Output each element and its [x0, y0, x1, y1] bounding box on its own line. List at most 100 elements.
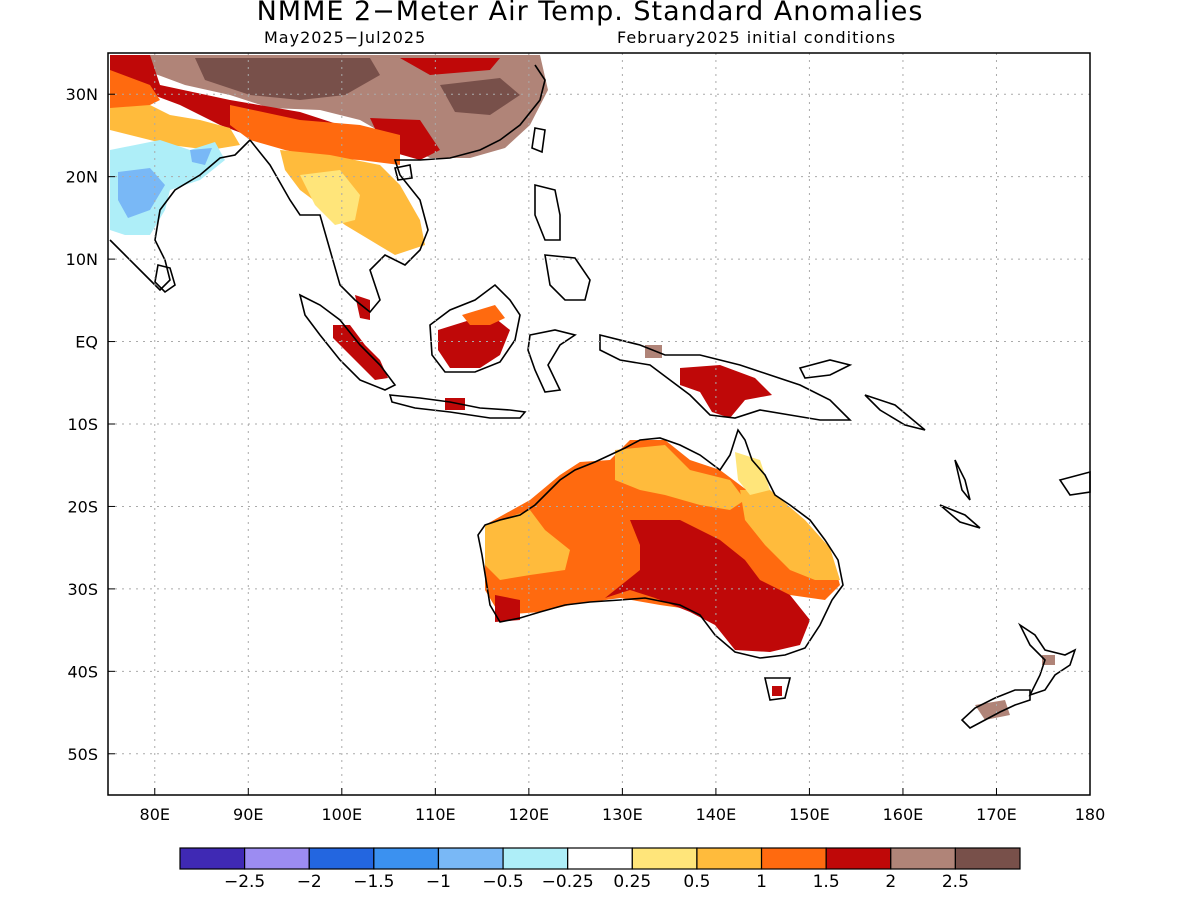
coastline-newguinea — [599, 333, 852, 421]
colorbar-swatch — [954, 847, 1021, 870]
anomaly-region-malaya-2 — [355, 295, 370, 320]
lat-tick-label: EQ — [75, 333, 98, 352]
anomaly-region-indochina-15 — [230, 105, 400, 165]
lat-tick-label: 10N — [66, 250, 98, 269]
coastline-nz-north — [1017, 622, 1077, 697]
anomaly-region-borneo-2 — [438, 318, 510, 368]
coastline-solomons — [864, 394, 926, 431]
coastline-india — [109, 139, 251, 292]
coastline-hainan — [394, 164, 413, 181]
colorbar — [179, 847, 1021, 870]
colorbar-label: 1.5 — [812, 872, 840, 892]
lon-tick-label: 130E — [602, 805, 643, 824]
anomaly-shading — [110, 55, 1055, 720]
colorbar-label: 2.5 — [941, 872, 969, 892]
coastline-sulawesi — [527, 329, 577, 393]
anomaly-region-tibet-dark — [195, 58, 380, 100]
colorbar-swatch — [373, 847, 440, 870]
lon-tick-label: 110E — [415, 805, 456, 824]
anomaly-region-india-neg05 — [118, 168, 165, 218]
anomaly-region-aus-2 — [605, 520, 810, 652]
forecast-period: May2025−Jul2025 — [264, 28, 427, 47]
coastline-borneo — [429, 283, 521, 373]
anomaly-region-aus-05 — [735, 452, 770, 495]
anomaly-region-aus-1-north — [615, 445, 745, 510]
coastline-vanuatu — [954, 459, 971, 501]
coastlines — [109, 64, 1091, 729]
lon-tick-label: 90E — [233, 805, 263, 824]
colorbar-label: −0.5 — [482, 872, 524, 892]
colorbar-swatch — [825, 847, 892, 870]
anomaly-region-indochina-05 — [300, 170, 360, 225]
colorbar-label: 0.5 — [683, 872, 711, 892]
colorbar-swatch — [631, 847, 698, 870]
lon-tick-label: 150E — [789, 805, 830, 824]
lon-tick-labels: 80E 90E 100E 110E 120E 130E 140E 150E 160E 170E 18… — [140, 788, 1106, 824]
colorbar-label: −1 — [425, 872, 451, 892]
colorbar-swatch — [890, 847, 956, 870]
lat-tick-label: 20S — [67, 497, 98, 516]
colorbar-label: −0.25 — [541, 872, 594, 892]
colorbar-swatch — [179, 847, 246, 870]
colorbar-swatch — [696, 847, 763, 870]
lon-tick-label: 180 — [1075, 805, 1106, 824]
colorbar-label: −2 — [296, 872, 322, 892]
coastline-australia — [477, 428, 844, 659]
colorbar-label: −2.5 — [223, 872, 266, 892]
anomaly-region-java-2 — [445, 398, 465, 410]
anomaly-region-aus-sw-2 — [495, 595, 520, 622]
lat-tick-labels: 30N 20N 10N EQ 10S 20S 30S 40S 50S — [66, 85, 115, 764]
coastline-taiwan — [531, 127, 546, 154]
anomaly-region-borneo-15 — [462, 305, 505, 325]
colorbar-label: 1 — [756, 872, 767, 892]
coastline-philippines-luzon — [534, 183, 561, 241]
lon-tick-label: 120E — [509, 805, 550, 824]
colorbar-swatch — [760, 847, 827, 870]
anomaly-region-nz-25 — [975, 700, 1010, 720]
colorbar-swatch — [502, 847, 569, 870]
gridlines — [108, 53, 1090, 795]
coastline-newbritain — [798, 359, 853, 379]
coastline-newcaledonia — [939, 504, 981, 529]
lat-tick-label: 30N — [66, 85, 98, 104]
colorbar-label: 0.25 — [613, 872, 652, 892]
anomaly-region-aus-1-west — [485, 510, 570, 580]
coastline-srilanka — [154, 264, 176, 294]
lon-tick-label: 140E — [696, 805, 737, 824]
lat-tick-label: 30S — [67, 580, 98, 599]
lon-tick-label: 80E — [140, 805, 170, 824]
colorbar-swatch — [308, 847, 375, 870]
lon-tick-label: 100E — [321, 805, 362, 824]
colorbar-swatch — [244, 847, 310, 870]
coastline-indochina — [249, 64, 546, 314]
colorbar-label: 2 — [885, 872, 897, 892]
coastline-nz-south — [960, 689, 1031, 729]
anomaly-region-nz-25b — [1042, 655, 1055, 665]
coastline-java — [388, 394, 527, 419]
anomaly-region-india-15 — [110, 70, 160, 110]
anomaly-region-india-neg05b — [190, 148, 212, 165]
anomaly-region-china-dark — [440, 78, 520, 115]
initial-conditions: February2025 initial conditions — [617, 28, 897, 47]
lat-tick-label: 50S — [67, 745, 98, 764]
anomaly-region-aus-1-east — [740, 490, 840, 580]
anomaly-region-sumatra-2 — [333, 325, 388, 380]
anomaly-region-tasmania-2 — [772, 686, 782, 696]
colorbar-swatch — [437, 847, 504, 870]
lat-tick-label: 40S — [67, 662, 98, 681]
lon-tick-label: 160E — [883, 805, 924, 824]
coastline-philippines-south — [544, 254, 591, 301]
lat-tick-label: 10S — [67, 415, 98, 434]
map-title: NMME 2−Meter Air Temp. Standard Anomalie… — [256, 0, 924, 27]
anomaly-region-china-north-2 — [400, 58, 500, 75]
anomaly-region-newguinea-25 — [645, 345, 662, 358]
anomaly-region-india-1 — [110, 105, 240, 150]
colorbar-label: −1.5 — [353, 872, 395, 892]
coastline-fiji — [1058, 470, 1091, 496]
lon-tick-label: 170E — [976, 805, 1017, 824]
anomaly-region-newguinea-2 — [680, 365, 772, 418]
lat-tick-label: 20N — [66, 168, 98, 187]
colorbar-swatch — [567, 847, 633, 870]
coastline-tasmania — [763, 677, 792, 701]
